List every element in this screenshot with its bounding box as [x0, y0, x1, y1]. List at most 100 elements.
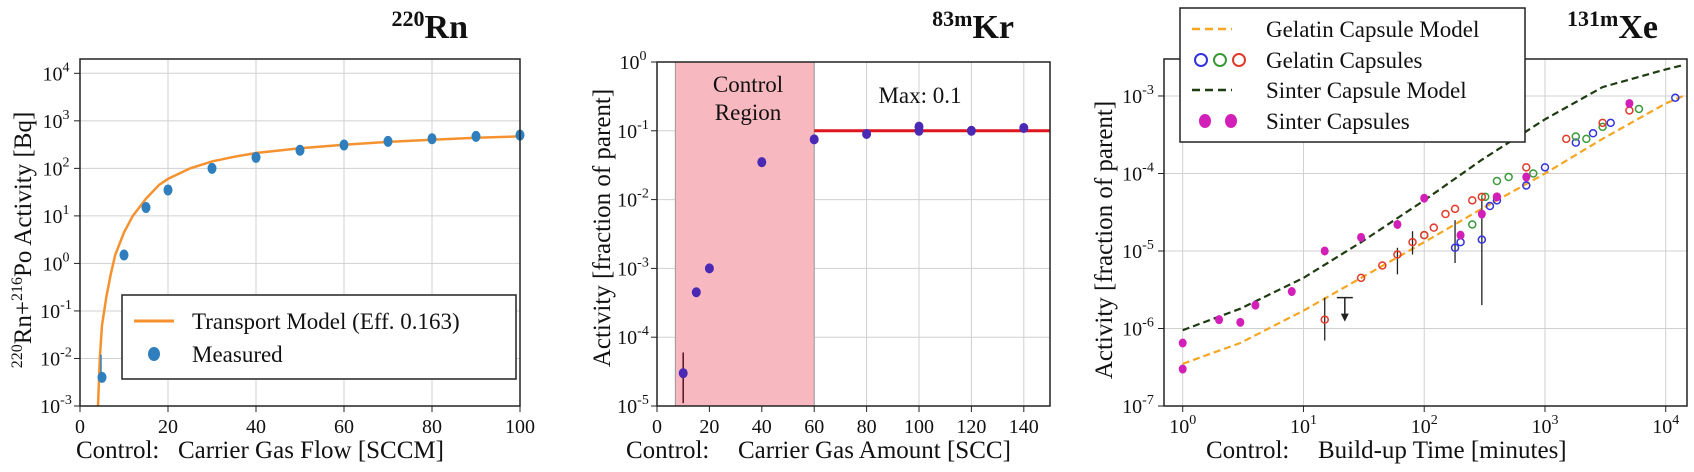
xe-sinter-point: [1320, 246, 1329, 256]
xe-sinter-point: [1215, 315, 1224, 325]
xe-gelatin-green-point: [1480, 192, 1490, 202]
kr-data-point: [704, 263, 714, 274]
xe-gelatin-green-point: [1571, 132, 1581, 141]
rn-xtick-label: 0: [75, 416, 85, 438]
panel-83mkr: 0 20 40 60 80 100 120 14010-510-410-310-210-110…: [589, 6, 1051, 464]
xe-ytick-label-base: 10: [1122, 241, 1142, 263]
kr-xtick-label: 80: [857, 416, 877, 438]
xe-title: 131mXe: [1567, 6, 1658, 46]
rn-ytick-label-exp: 4: [63, 60, 70, 75]
rn-measured-point: [251, 151, 261, 163]
xe-title-main: Xe: [1618, 9, 1658, 46]
xe-legend-dot-2: [1225, 114, 1237, 128]
xe-xtick-label: 103: [1531, 413, 1558, 438]
xe-gelatin-green-point: [1582, 134, 1591, 144]
xe-sinter-point: [1236, 317, 1245, 327]
kr-ylabel: Activity [fraction of parent]: [589, 89, 616, 367]
xe-sinter-point: [1625, 98, 1634, 108]
xe-gelatin-red-point: [1378, 261, 1387, 270]
xe-xtick-label-base: 10: [1652, 416, 1672, 438]
kr-control-region: [674, 61, 815, 407]
xe-gelatin-green-point: [1468, 220, 1477, 229]
xe-legend-box: [1179, 7, 1526, 143]
kr-ytick-label-exp: -5: [637, 393, 649, 408]
kr-ytick-label-exp: -4: [637, 324, 649, 339]
xe-legend-label-gelatin-model: Gelatin Capsule Model: [1266, 17, 1479, 42]
kr-ytick-label-base: 10: [617, 121, 637, 143]
xe-xtick-label: 104: [1652, 413, 1679, 438]
rn-ytick-label-base: 10: [43, 158, 63, 180]
xe-ytick-label: 10-3: [1122, 83, 1154, 108]
rn-legend-label-model: Transport Model (Eff. 0.163): [192, 309, 460, 334]
rn-title-sup: 220: [392, 6, 425, 31]
xe-xtick-label: 100: [1169, 413, 1196, 438]
xe-legend-ring-blue: [1194, 53, 1208, 67]
xe-gelatin-red-point: [1561, 134, 1571, 144]
rn-ytick-label-base: 10: [40, 301, 60, 323]
xe-gelatin-blue-point: [1588, 129, 1598, 138]
xe-legend: Gelatin Capsule Model Gelatin Capsules S…: [1179, 7, 1526, 143]
xe-gelatin-green-point: [1504, 172, 1513, 182]
rn-xtick-label: 20: [158, 416, 178, 438]
xe-xtick-label-exp: 1: [1310, 413, 1317, 428]
rn-model-line: [96, 135, 521, 407]
rn-ytick-label: 10-2: [40, 345, 72, 370]
rn-ytick-label-exp: -1: [60, 298, 72, 313]
rn-ytick-label: 10-3: [40, 393, 72, 418]
xe-sinter-point: [1251, 300, 1260, 310]
kr-ytick-label-base: 10: [617, 396, 637, 418]
xe-gelatin-green-point: [1598, 122, 1607, 132]
xe-ytick-label: 10-4: [1122, 160, 1154, 185]
rn-ytick-label-base: 10: [43, 253, 63, 275]
xe-sinter-point: [1178, 338, 1187, 348]
xe-ytick-label-exp: -3: [1142, 83, 1154, 98]
xe-legend-label-sinter: Sinter Capsules: [1266, 109, 1410, 134]
xe-gelatin-blue-point: [1522, 181, 1531, 190]
rn-measured-point: [339, 139, 349, 151]
xe-sinter-point: [1492, 192, 1501, 202]
xe-xtick-label: 101: [1290, 413, 1317, 438]
rn-ytick-label-base: 10: [40, 396, 60, 418]
xe-ytick-label-exp: -6: [1142, 315, 1154, 330]
rn-measured-point: [207, 162, 217, 174]
rn-ylabel-mid: Rn+: [10, 301, 37, 344]
kr-data-point: [966, 125, 976, 136]
xe-sinter-point: [1420, 193, 1429, 203]
xe-sinter-point: [1456, 230, 1465, 240]
kr-control-region-label-2: Region: [715, 100, 782, 125]
xe-gelatin-red-point: [1522, 163, 1531, 172]
xe-sinter-point: [1287, 287, 1296, 297]
xe-gelatin-green-point: [1529, 169, 1538, 178]
rn-measured-point: [383, 135, 393, 147]
kr-data-point: [691, 287, 701, 298]
kr-control-region-label-1: Control: [713, 72, 783, 97]
kr-title-main: Kr: [972, 9, 1014, 46]
rn-measured-point: [295, 144, 305, 156]
xe-sinter-point: [1477, 209, 1486, 219]
kr-ytick-label-base: 10: [617, 258, 637, 280]
xe-sinter-model-line: [1182, 64, 1684, 332]
kr-max-label: Max: 0.1: [878, 83, 961, 108]
kr-title-sup: 83m: [932, 6, 972, 31]
kr-data-point: [757, 157, 767, 168]
kr-xtick-label: 0: [652, 416, 662, 438]
xe-title-sup: 131m: [1567, 6, 1618, 31]
xe-gelatin-red-point: [1477, 192, 1487, 202]
xe-upper-limit-arrow: [1340, 313, 1349, 322]
xe-ytick-label-base: 10: [1122, 396, 1142, 418]
xe-xtick-label-base: 10: [1169, 416, 1189, 438]
rn-legend-marker-swatch: [148, 347, 160, 361]
rn-xlabel: Control: Carrier Gas Flow [SCCM]: [76, 437, 444, 464]
kr-ytick-label: 100: [620, 49, 647, 74]
kr-data-point: [809, 134, 819, 145]
xe-gelatin-red-point: [1450, 204, 1460, 214]
rn-ytick-label-exp: -3: [60, 393, 72, 408]
xe-legend-ring-green: [1213, 53, 1227, 67]
kr-ytick-label: 10-5: [617, 393, 649, 418]
rn-ytick-label-base: 10: [43, 111, 63, 133]
xe-legend-label-sinter-model: Sinter Capsule Model: [1266, 78, 1467, 103]
rn-ytick-label-exp: 0: [63, 250, 70, 265]
xe-xlabel-text: Build-up Time [minutes]: [1318, 437, 1567, 464]
xe-ytick-label-base: 10: [1122, 163, 1142, 185]
kr-xlabel: Control: Carrier Gas Amount [SCC]: [626, 437, 1011, 464]
